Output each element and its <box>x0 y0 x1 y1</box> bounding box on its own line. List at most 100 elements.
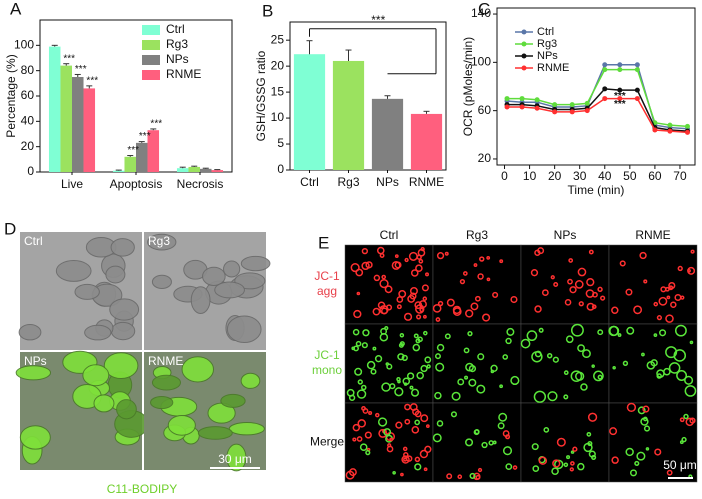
mitochondria <box>502 446 513 456</box>
mitochondria <box>505 463 513 471</box>
mitochondria <box>497 422 505 430</box>
mitochondria <box>352 423 361 432</box>
mitochondria <box>404 257 409 263</box>
y-tick-label: 20 <box>21 139 35 153</box>
point <box>504 96 510 102</box>
mitochondria <box>634 460 640 467</box>
bar <box>211 170 224 172</box>
bar <box>371 98 404 170</box>
mitochondria <box>376 246 385 255</box>
mitochondria <box>418 258 424 264</box>
mitochondria <box>356 436 363 442</box>
point <box>634 67 640 73</box>
mitochondria <box>547 391 558 402</box>
mitochondria <box>625 288 633 296</box>
mitochondria <box>681 436 687 443</box>
mitochondria <box>414 419 420 426</box>
mitochondria <box>684 385 697 397</box>
cell <box>93 394 115 413</box>
mitochondria <box>385 362 390 366</box>
mitochondria <box>398 289 407 298</box>
mitochondria <box>538 456 548 465</box>
mitochondria <box>412 343 421 352</box>
mitochondria <box>656 315 663 321</box>
mitochondria <box>663 367 671 376</box>
mitochondria <box>468 364 477 373</box>
cell <box>116 399 137 420</box>
point <box>617 67 623 73</box>
scale-bar-label: 30 μm <box>218 452 252 466</box>
mitochondria <box>467 330 473 337</box>
mitochondria <box>476 384 486 394</box>
mitochondria <box>611 456 619 464</box>
mitochondria <box>653 333 658 338</box>
image-label: Rg3 <box>148 234 170 248</box>
legend-label: Rg3 <box>166 37 188 51</box>
mitochondria <box>381 274 387 280</box>
bar <box>176 168 189 172</box>
mitochondria <box>563 370 569 376</box>
mitochondria <box>582 349 591 359</box>
mitochondria <box>473 263 478 268</box>
mitochondria <box>400 472 404 477</box>
point <box>652 127 658 133</box>
mitochondria <box>578 301 584 307</box>
mitochondria <box>674 294 682 301</box>
point <box>584 100 590 106</box>
mitochondria <box>402 377 411 386</box>
mitochondria <box>538 327 544 333</box>
mitochondria <box>395 421 403 429</box>
mitochondria <box>551 467 559 476</box>
mitochondria <box>534 305 542 313</box>
mitochondria <box>546 352 553 359</box>
cell <box>110 321 136 341</box>
mitochondria <box>365 261 373 269</box>
mitochondria <box>572 446 578 452</box>
cell <box>228 422 265 436</box>
mitochondria <box>626 402 637 413</box>
mitochondria <box>564 299 572 306</box>
bar <box>188 166 200 172</box>
cell <box>223 260 241 278</box>
mitochondria <box>569 467 574 472</box>
line <box>507 88 688 132</box>
mitochondria <box>420 414 429 423</box>
mitochondria <box>410 388 420 397</box>
mitochondria <box>505 337 512 345</box>
mitochondria <box>670 301 677 308</box>
mitochondria <box>444 251 449 256</box>
point <box>684 123 690 129</box>
point <box>617 96 623 102</box>
mitochondria <box>391 260 401 270</box>
mitochondria <box>434 353 441 360</box>
mitochondria <box>450 411 458 418</box>
micrograph <box>520 244 610 325</box>
plot-frame <box>496 7 696 166</box>
mitochondria <box>586 431 592 437</box>
cell <box>226 315 262 344</box>
row-label: JC-1 <box>314 269 340 283</box>
significance: *** <box>86 76 98 87</box>
cell <box>147 233 177 251</box>
mitochondria <box>446 298 455 307</box>
mitochondria <box>360 384 367 391</box>
x-tick-label: 10 <box>523 169 537 183</box>
bar <box>136 142 148 172</box>
mitochondria <box>612 365 616 370</box>
cell <box>226 443 247 472</box>
mitochondria <box>646 360 656 370</box>
x-tick-label: 70 <box>673 169 687 183</box>
mitochondria <box>633 305 643 315</box>
mitochondria <box>643 425 651 432</box>
mitochondria <box>425 272 429 277</box>
bar <box>147 130 160 172</box>
point <box>534 97 540 103</box>
cell <box>19 425 51 450</box>
mitochondria <box>396 304 402 310</box>
mitochondria <box>502 354 509 360</box>
mitochondria <box>637 406 646 415</box>
mitochondria <box>639 251 647 260</box>
mitochondria <box>459 278 466 285</box>
mitochondria <box>499 384 504 389</box>
